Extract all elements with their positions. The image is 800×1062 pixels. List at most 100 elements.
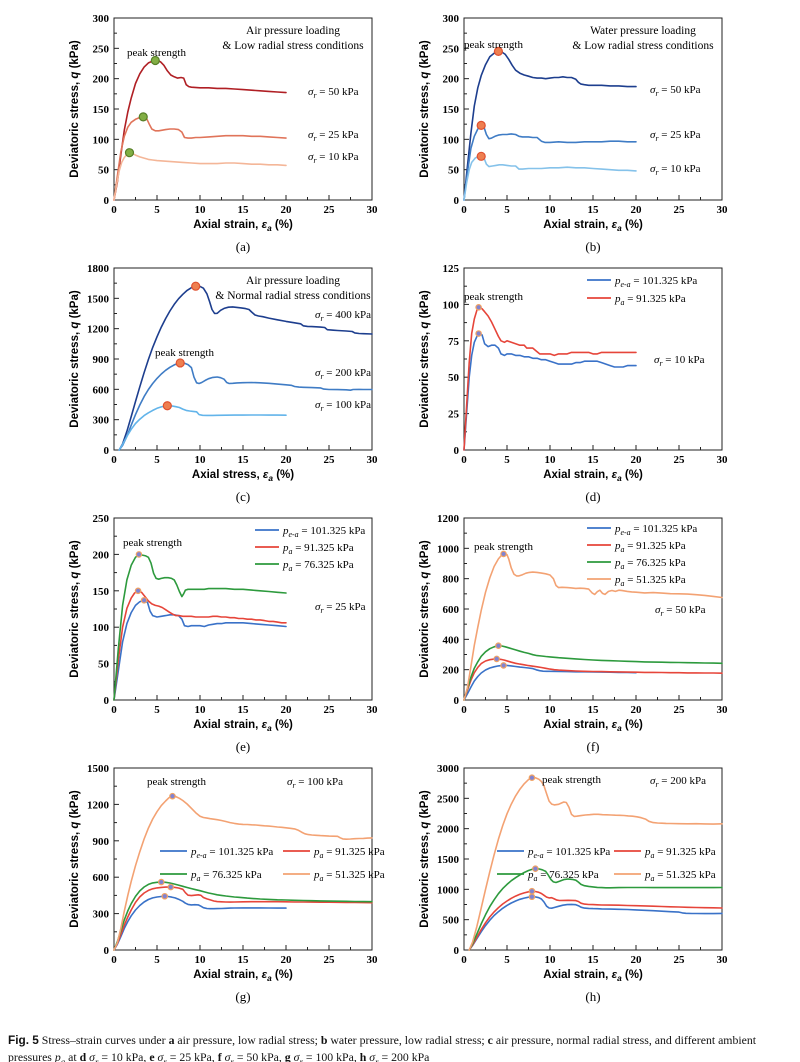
y-axis-title: Deviatoric stress, q (kPa) bbox=[69, 40, 81, 178]
x-tick-label: 5 bbox=[504, 704, 510, 716]
y-tick-label: 100 bbox=[443, 134, 460, 146]
y-tick-label: 50 bbox=[448, 165, 460, 177]
subplot-a: 0 5 10 15 20 25 30 0 50 100 150 200 250 300 Axial stra… bbox=[0, 4, 400, 254]
sigma-r-annotation-2: σr = 10 kPa bbox=[650, 163, 701, 177]
subplot-b: 0 5 10 15 20 25 30 0 50 100 150 200 250 300 Axial stra… bbox=[400, 4, 800, 254]
x-tick-label: 10 bbox=[195, 454, 207, 466]
y-tick-label: 1500 bbox=[437, 854, 460, 866]
x-tick-label: 10 bbox=[195, 954, 207, 966]
legend-entry-pa-51kPa: pa = 51.325 kPa bbox=[614, 574, 686, 588]
x-axis-title: Axial strain, εa (%) bbox=[193, 719, 293, 733]
x-axis-title: Axial strain, εa (%) bbox=[543, 719, 643, 733]
subplot-h: 0 5 10 15 20 25 30 0 500 1000 1500 2000 2500 3000 Axia… bbox=[400, 754, 800, 1004]
y-tick-label: 100 bbox=[93, 622, 110, 634]
peak-marker-pa-51kPa bbox=[500, 550, 507, 558]
peak-marker-sigma-r-10kPa bbox=[124, 148, 135, 158]
curve-pa-91kPa bbox=[113, 886, 373, 951]
x-tick-label: 5 bbox=[504, 204, 510, 216]
x-axis: 0 5 10 15 20 25 30 bbox=[111, 945, 378, 966]
y-tick-label: 50 bbox=[448, 372, 460, 384]
x-tick-label: 15 bbox=[588, 704, 600, 716]
x-axis: 0 5 10 15 20 25 30 bbox=[111, 695, 378, 716]
sigma-r-annotation-0: σr = 50 kPa bbox=[650, 84, 701, 98]
x-tick-label: 5 bbox=[154, 954, 160, 966]
y-tick-label: 50 bbox=[98, 659, 110, 671]
subplot-letter-b: (b) bbox=[585, 239, 600, 254]
curve-sigma-r-400kPa bbox=[118, 285, 373, 451]
x-tick-label: 15 bbox=[588, 954, 600, 966]
x-tick-label: 5 bbox=[154, 454, 160, 466]
subplot-letter-f: (f) bbox=[587, 739, 600, 754]
y-tick-label: 0 bbox=[104, 945, 110, 957]
y-tick-label: 0 bbox=[454, 945, 460, 957]
peak-strength-label: peak strength bbox=[474, 541, 533, 553]
x-tick-label: 0 bbox=[461, 954, 467, 966]
legend-entry-pea-101kPa: pe-a = 101.325 kPa bbox=[282, 525, 365, 539]
y-tick-label: 1200 bbox=[87, 799, 110, 811]
x-tick-label: 0 bbox=[111, 204, 117, 216]
chart-f: 0 5 10 15 20 25 30 0 200 400 600 800 1000 1200 Axial s… bbox=[419, 513, 728, 754]
y-axis: 0 200 400 600 800 1000 1200 bbox=[437, 513, 469, 707]
x-axis: 0 5 10 15 20 25 30 bbox=[111, 195, 378, 216]
y-tick-label: 0 bbox=[104, 195, 110, 207]
subplot-letter-e: (e) bbox=[236, 739, 250, 754]
y-tick-label: 0 bbox=[454, 695, 460, 707]
curve-pa-91kPa bbox=[468, 890, 723, 951]
x-tick-label: 20 bbox=[631, 954, 643, 966]
x-tick-label: 10 bbox=[545, 454, 557, 466]
curve-sigma-r-10kPa bbox=[463, 155, 637, 201]
y-tick-label: 150 bbox=[93, 104, 110, 116]
y-tick-label: 400 bbox=[443, 634, 460, 646]
legend: pe-a = 101.325 kPa pa = 91.325 kPa pa = 76… bbox=[255, 525, 365, 573]
x-tick-label: 15 bbox=[588, 454, 600, 466]
legend-entry-pa-91kPa: pa = 91.325 kPa bbox=[614, 540, 686, 554]
peak-marker-pa-76kPa bbox=[135, 551, 143, 558]
curve-sigma-r-100kPa bbox=[118, 404, 287, 451]
peak-marker-sigma-r-50kPa bbox=[150, 55, 160, 66]
x-axis: 0 5 10 15 20 25 30 bbox=[461, 445, 728, 466]
legend-entry-pea-101kPa: pe-a = 101.325 kPa bbox=[614, 523, 697, 537]
x-tick-label: 10 bbox=[545, 204, 557, 216]
x-tick-label: 30 bbox=[717, 954, 729, 966]
peak-marker-pea-101kPa bbox=[161, 892, 169, 900]
y-tick-label: 200 bbox=[93, 549, 110, 561]
y-tick-label: 2500 bbox=[437, 793, 460, 805]
subplot-c: 0 5 10 15 20 25 30 0 300 600 900 1200 1500 1800 Axial … bbox=[0, 254, 400, 504]
y-tick-label: 600 bbox=[93, 384, 110, 396]
x-axis-title: Axial strain, εa (%) bbox=[543, 469, 643, 483]
y-tick-label: 250 bbox=[93, 43, 110, 55]
x-axis: 0 5 10 15 20 25 30 bbox=[461, 945, 728, 966]
peak-marker-pa-91kPa bbox=[167, 883, 175, 891]
x-axis: 0 5 10 15 20 25 30 bbox=[461, 195, 728, 216]
series-group bbox=[113, 792, 373, 951]
sigma-r-annotation-0: σr = 100 kPa bbox=[287, 776, 343, 790]
y-tick-label: 250 bbox=[443, 43, 460, 55]
legend: pe-a = 101.325 kPa pa = 91.325 kPa bbox=[587, 275, 697, 307]
y-tick-label: 300 bbox=[93, 13, 110, 25]
y-tick-label: 75 bbox=[448, 336, 460, 348]
curve-sigma-r-50kPa bbox=[463, 50, 637, 201]
x-axis: 0 5 10 15 20 25 30 bbox=[461, 695, 728, 716]
y-tick-label: 200 bbox=[443, 665, 460, 677]
sigma-r-annotation-0: σr = 400 kPa bbox=[315, 309, 371, 323]
y-tick-label: 1000 bbox=[437, 884, 460, 896]
series-group bbox=[113, 551, 287, 701]
y-tick-label: 250 bbox=[93, 513, 110, 525]
series-group bbox=[113, 55, 287, 201]
peak-marker-sigma-r-25kPa bbox=[476, 120, 486, 130]
x-tick-label: 30 bbox=[717, 204, 729, 216]
curve-sigma-r-50kPa bbox=[113, 59, 287, 201]
x-tick-label: 30 bbox=[367, 704, 379, 716]
y-tick-label: 150 bbox=[93, 586, 110, 598]
legend-entry-pa-91kPa: pa = 91.325 kPa bbox=[614, 293, 686, 307]
x-tick-label: 30 bbox=[367, 204, 379, 216]
series-group bbox=[463, 46, 637, 201]
sigma-r-annotation-1: σr = 200 kPa bbox=[315, 367, 371, 381]
legend: pe-a = 101.325 kPa pa = 91.325 kPa pa = 76… bbox=[587, 523, 697, 588]
y-tick-label: 300 bbox=[93, 415, 110, 427]
y-axis: 0 50 100 150 200 250 bbox=[93, 513, 119, 707]
x-tick-label: 30 bbox=[367, 954, 379, 966]
x-tick-label: 20 bbox=[631, 204, 643, 216]
y-tick-label: 1500 bbox=[87, 763, 110, 775]
